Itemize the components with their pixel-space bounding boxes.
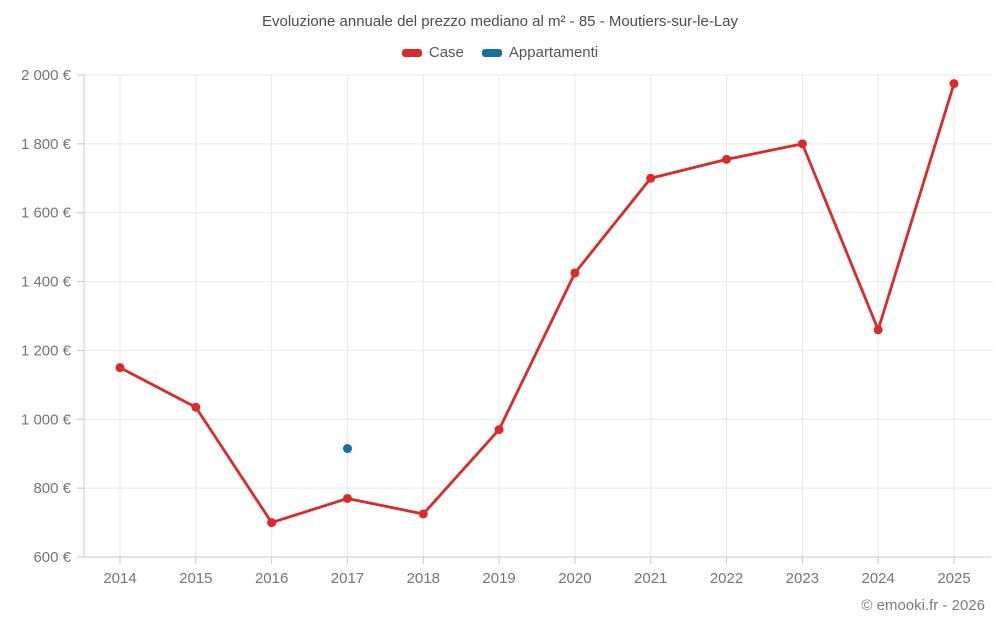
chart-title: Evoluzione annuale del prezzo mediano al… [261,13,739,30]
copyright-footer: © emooki.fr - 2026 [861,597,985,614]
y-tick-label: 1 400 € [21,274,72,291]
x-tick-label: 2017 [331,570,364,587]
x-tick-label: 2024 [861,570,894,587]
data-point-case [191,402,201,412]
appartamenti-swatch-icon [481,48,502,57]
legend: Case Appartamenti [0,44,1000,61]
y-tick-label: 1 600 € [21,205,72,222]
x-tick-label: 2018 [407,570,440,587]
data-point-case [267,518,277,528]
data-point-case [797,139,807,149]
data-point-case [949,79,959,89]
x-tick-label: 2025 [937,570,970,587]
data-point-appartamenti [342,444,352,454]
y-tick-label: 1 200 € [21,342,72,359]
data-point-case [494,425,504,435]
legend-label-case: Case [428,44,464,61]
data-point-case [873,325,883,335]
legend-label-appartamenti: Appartamenti [508,44,599,61]
y-tick-label: 1 000 € [21,411,72,428]
x-tick-label: 2020 [558,570,591,587]
x-tick-label: 2014 [103,570,136,587]
data-point-case [342,493,352,503]
y-tick-label: 1 800 € [21,136,72,153]
x-tick-label: 2015 [179,570,212,587]
data-point-case [115,363,125,373]
data-point-case [722,154,732,164]
legend-item-appartamenti[interactable]: Appartamenti [481,44,599,61]
data-point-case [570,268,580,278]
data-point-case [418,509,428,519]
x-tick-label: 2019 [482,570,515,587]
data-point-case [646,173,656,183]
y-tick-label: 2 000 € [21,67,72,84]
y-tick-label: 800 € [33,480,71,497]
x-tick-label: 2022 [710,570,743,587]
series-line-case [118,82,956,524]
x-tick-label: 2023 [786,570,819,587]
case-swatch-icon [401,48,422,57]
x-tick-label: 2016 [255,570,288,587]
x-tick-label: 2021 [634,570,667,587]
y-tick-label: 600 € [33,549,71,566]
legend-item-case[interactable]: Case [401,44,464,61]
